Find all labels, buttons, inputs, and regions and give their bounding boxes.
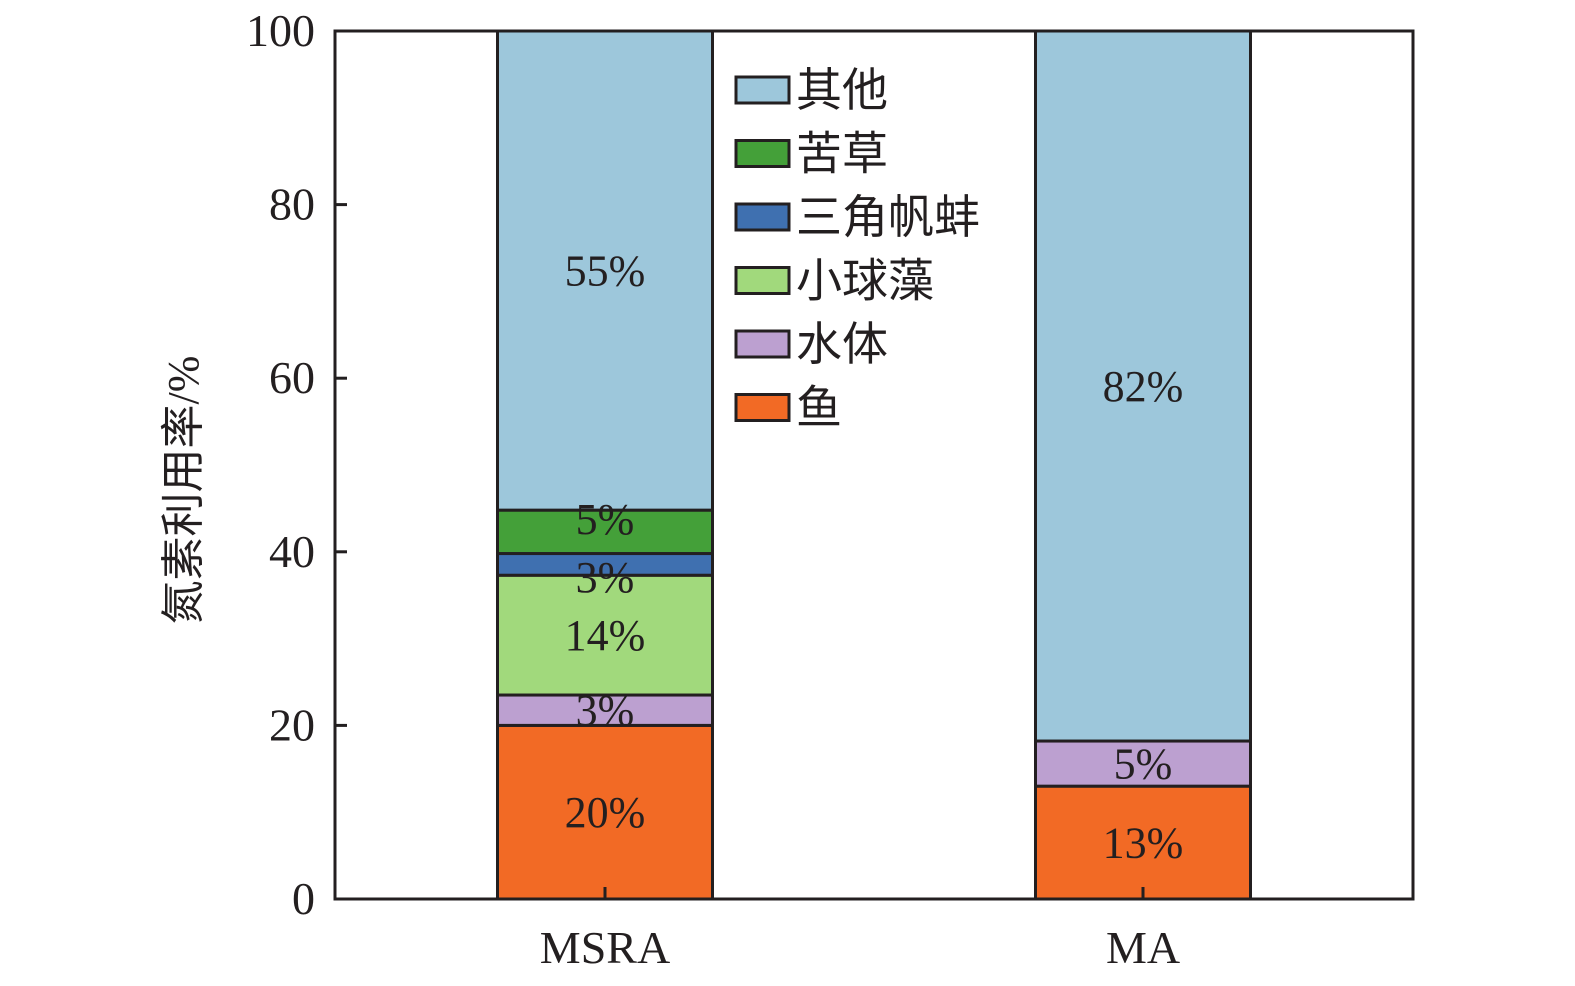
legend-item: 鱼 xyxy=(734,383,842,434)
y-tick-label: 40 xyxy=(269,526,315,577)
legend-label: 苦草 xyxy=(796,129,888,180)
legend-swatch xyxy=(734,202,791,232)
segment-label: 3% xyxy=(576,686,635,735)
x-tick-label: MSRA xyxy=(540,922,670,973)
legend-swatch xyxy=(734,75,791,105)
y-tick-label: 60 xyxy=(269,352,315,403)
bar-segment xyxy=(496,29,714,512)
legend-swatch xyxy=(734,266,791,295)
segment-label: 13% xyxy=(1103,819,1184,868)
x-axis: MSRA MA xyxy=(540,887,1180,973)
legend-label: 小球藻 xyxy=(796,256,934,307)
segment-label: 3% xyxy=(576,553,635,602)
y-axis-label: 氮素利用率/% xyxy=(159,356,208,625)
legend-item: 其他 xyxy=(734,65,888,116)
segment-label: 5% xyxy=(576,495,635,544)
y-tick-label: 20 xyxy=(269,699,315,750)
x-tick-label: MA xyxy=(1106,922,1180,973)
bar-segment xyxy=(496,693,714,727)
segment-labels: 20% 3% 14% 3% 5% 55% 13% 5% 82% xyxy=(565,247,1184,868)
legend-label: 其他 xyxy=(796,65,888,116)
y-tick-label: 0 xyxy=(292,873,315,924)
y-axis: 0 20 40 60 80 100 xyxy=(246,5,347,924)
legend-swatch xyxy=(734,329,791,359)
segment-label: 55% xyxy=(565,247,646,296)
plot-frame xyxy=(333,29,1415,901)
segment-label: 5% xyxy=(1114,740,1173,789)
legend-swatch xyxy=(734,393,791,422)
bar-segment xyxy=(1034,29,1252,743)
y-tick-label: 100 xyxy=(246,5,315,56)
bar-segment xyxy=(1034,739,1252,788)
bars xyxy=(496,29,1252,901)
legend-item: 水体 xyxy=(734,319,888,370)
legend-item: 苦草 xyxy=(734,129,888,180)
legend-item: 三角帆蚌 xyxy=(734,192,980,243)
y-tick-label: 80 xyxy=(269,179,315,230)
legend-label: 三角帆蚌 xyxy=(796,192,980,243)
segment-label: 14% xyxy=(565,611,646,660)
segment-label: 20% xyxy=(565,788,646,837)
bar-segment xyxy=(496,723,714,901)
legend-label: 鱼 xyxy=(796,383,842,434)
segment-label: 82% xyxy=(1103,362,1184,411)
bar-segment xyxy=(496,508,714,556)
legend-swatch xyxy=(734,139,791,168)
legend-item: 小球藻 xyxy=(734,256,934,307)
legend-label: 水体 xyxy=(796,319,888,370)
